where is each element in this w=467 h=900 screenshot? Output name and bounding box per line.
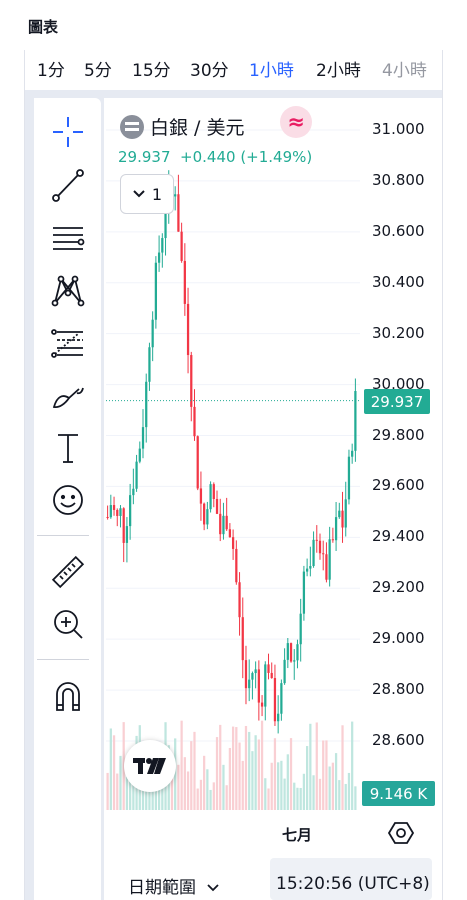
ruler-icon: [51, 555, 85, 589]
symbol-name: 白銀 / 美元: [150, 117, 245, 139]
left-edge-panel: [0, 50, 25, 900]
price-tick-label: 29.200: [372, 578, 425, 597]
collapse-indicators-button[interactable]: 1: [120, 174, 174, 214]
fib-retracement-tool[interactable]: [41, 320, 95, 364]
last-price-label: 29.937: [364, 389, 430, 414]
page-title: 圖表: [28, 18, 59, 36]
clock-timezone: 15:20:56 (UTC+8): [276, 874, 430, 894]
trend-line-icon: [52, 169, 84, 202]
interval-1h[interactable]: 1小時: [249, 61, 294, 81]
interval-2h[interactable]: 2小時: [316, 61, 361, 81]
pattern-icon: [51, 275, 85, 307]
price-tick-label: 30.200: [372, 323, 425, 342]
price-tick-label: 29.000: [372, 629, 425, 648]
price-tick-label: 28.800: [372, 680, 425, 699]
date-range-button[interactable]: 日期範圍: [128, 873, 220, 898]
chart-pane[interactable]: [104, 98, 442, 850]
text-tool[interactable]: [41, 426, 95, 470]
parallel-channel-icon: [53, 227, 85, 250]
price-tick-label: 29.800: [372, 425, 425, 444]
crosshair-tool[interactable]: [41, 110, 95, 154]
chevron-down-icon: [133, 190, 145, 198]
price-tick-label: 31.000: [372, 120, 425, 138]
price-tick-label: 30.800: [372, 170, 425, 189]
chevron-down-icon: [207, 884, 220, 892]
silver-symbol-icon: [120, 114, 144, 139]
wave-icon[interactable]: ≈: [280, 106, 312, 138]
interval-30m[interactable]: 30分: [190, 61, 229, 81]
price-tick-label: 30.400: [372, 272, 425, 291]
zoom-in-icon: [54, 610, 83, 639]
interval-15m[interactable]: 15分: [132, 61, 171, 81]
interval-4h[interactable]: 4小時: [382, 61, 427, 81]
price-tick-label: 29.400: [372, 527, 425, 546]
crosshair-icon: [53, 117, 83, 147]
parallel-channel-tool[interactable]: [41, 215, 95, 259]
legend-change: +0.440 (+1.49%): [180, 148, 313, 166]
brush-tool[interactable]: [41, 373, 95, 417]
zoom-tool[interactable]: [41, 602, 95, 646]
time-axis-month: 七月: [282, 826, 313, 844]
price-tick-label: 30.000: [372, 374, 425, 393]
indicator-count: 1: [151, 184, 163, 204]
ruler-tool[interactable]: [41, 550, 95, 594]
price-tick-label: 29.600: [372, 476, 425, 495]
text-icon: [58, 434, 78, 463]
legend-values: 29.937 +0.440 (+1.49%): [118, 148, 312, 166]
magnet-tool[interactable]: [41, 674, 95, 718]
legend-price: 29.937: [118, 148, 171, 166]
price-tick-label: 28.600: [372, 731, 425, 749]
toolbar-divider: [37, 535, 89, 536]
emoji-tool[interactable]: [41, 478, 95, 522]
right-edge-panel: [442, 50, 467, 900]
trend-line-tool[interactable]: [41, 163, 95, 207]
clock-box[interactable]: [270, 858, 432, 900]
symbol-legend[interactable]: 白銀 / 美元: [120, 113, 244, 140]
magnet-icon: [56, 682, 80, 711]
settings-hex-icon[interactable]: [388, 820, 414, 846]
interval-1m[interactable]: 1分: [37, 61, 65, 81]
volume-label: 9.146 K: [362, 781, 435, 806]
date-range-label: 日期範圍: [128, 878, 196, 898]
pattern-tool[interactable]: [41, 268, 95, 312]
fib-retracement-icon: [51, 329, 83, 358]
interval-bar: 1分 5分 15分 30分 1小時 2小時 4小時: [25, 50, 442, 90]
price-tick-label: 30.600: [372, 221, 425, 240]
emoji-icon: [53, 485, 83, 515]
drawing-toolbar: [34, 98, 101, 900]
top-bar: 圖表: [0, 0, 467, 51]
interval-5m[interactable]: 5分: [84, 61, 112, 81]
tradingview-logo[interactable]: [124, 740, 176, 792]
tradingview-logo-icon: [133, 758, 166, 774]
brush-icon: [52, 387, 84, 409]
toolbar-divider-2: [37, 659, 89, 660]
